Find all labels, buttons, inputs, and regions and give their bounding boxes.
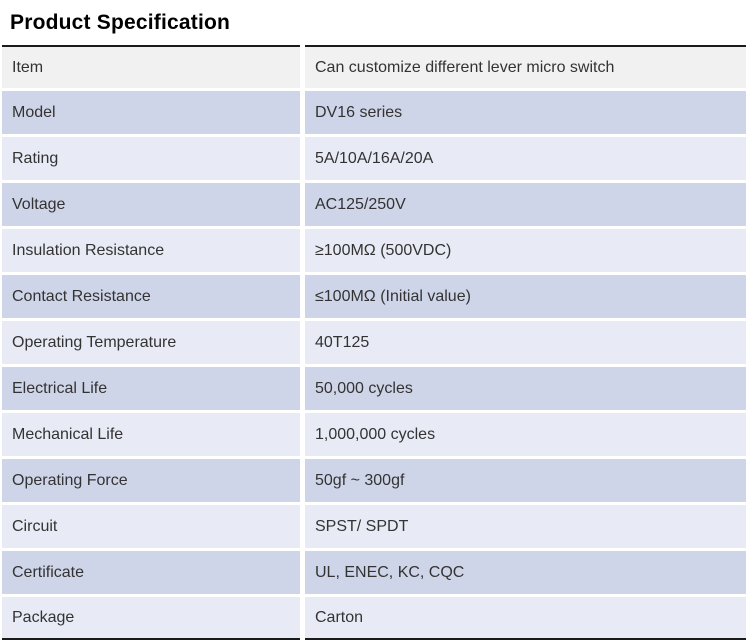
table-row: Operating Force 50gf ~ 300gf (2, 459, 746, 502)
table-row: Circuit SPST/ SPDT (2, 505, 746, 548)
page-title: Product Specification (10, 11, 231, 34)
spec-value-cell: 40T125 (305, 321, 746, 364)
spec-label-cell: Electrical Life (2, 367, 300, 410)
table-row: Voltage AC125/250V (2, 183, 746, 226)
table-row: Item Can customize different lever micro … (2, 45, 746, 88)
spec-value-cell: 50gf ~ 300gf (305, 459, 746, 502)
spec-label-cell: Insulation Resistance (2, 229, 300, 272)
spec-label-cell: Package (2, 597, 300, 640)
spec-label-cell: Operating Temperature (2, 321, 300, 364)
spec-label-cell: Voltage (2, 183, 300, 226)
table-row: Model DV16 series (2, 91, 746, 134)
spec-value-cell: 50,000 cycles (305, 367, 746, 410)
table-row: Package Carton (2, 597, 746, 640)
spec-value-cell: DV16 series (305, 91, 746, 134)
spec-label-cell: Mechanical Life (2, 413, 300, 456)
spec-value-cell: UL, ENEC, KC, CQC (305, 551, 746, 594)
spec-label-cell: Model (2, 91, 300, 134)
table-row: Operating Temperature 40T125 (2, 321, 746, 364)
spec-label-cell: Item (2, 45, 300, 88)
spec-value-cell: 5A/10A/16A/20A (305, 137, 746, 180)
spec-label-cell: Operating Force (2, 459, 300, 502)
spec-label-cell: Contact Resistance (2, 275, 300, 318)
spec-table: Item Can customize different lever micro … (0, 42, 751, 643)
spec-value-cell: AC125/250V (305, 183, 746, 226)
spec-value-cell: Can customize different lever micro swit… (305, 45, 746, 88)
spec-value-cell: SPST/ SPDT (305, 505, 746, 548)
spec-value-cell: ≥100MΩ (500VDC) (305, 229, 746, 272)
spec-label-cell: Rating (2, 137, 300, 180)
table-row: Mechanical Life 1,000,000 cycles (2, 413, 746, 456)
spec-label-cell: Circuit (2, 505, 300, 548)
spec-table-body: Item Can customize different lever micro … (2, 45, 746, 640)
table-row: Electrical Life 50,000 cycles (2, 367, 746, 410)
spec-label-cell: Certificate (2, 551, 300, 594)
spec-value-cell: 1,000,000 cycles (305, 413, 746, 456)
table-row: Rating 5A/10A/16A/20A (2, 137, 746, 180)
spec-value-cell: ≤100MΩ (Initial value) (305, 275, 746, 318)
spec-value-cell: Carton (305, 597, 746, 640)
table-row: Certificate UL, ENEC, KC, CQC (2, 551, 746, 594)
table-row: Insulation Resistance ≥100MΩ (500VDC) (2, 229, 746, 272)
table-row: Contact Resistance ≤100MΩ (Initial value) (2, 275, 746, 318)
